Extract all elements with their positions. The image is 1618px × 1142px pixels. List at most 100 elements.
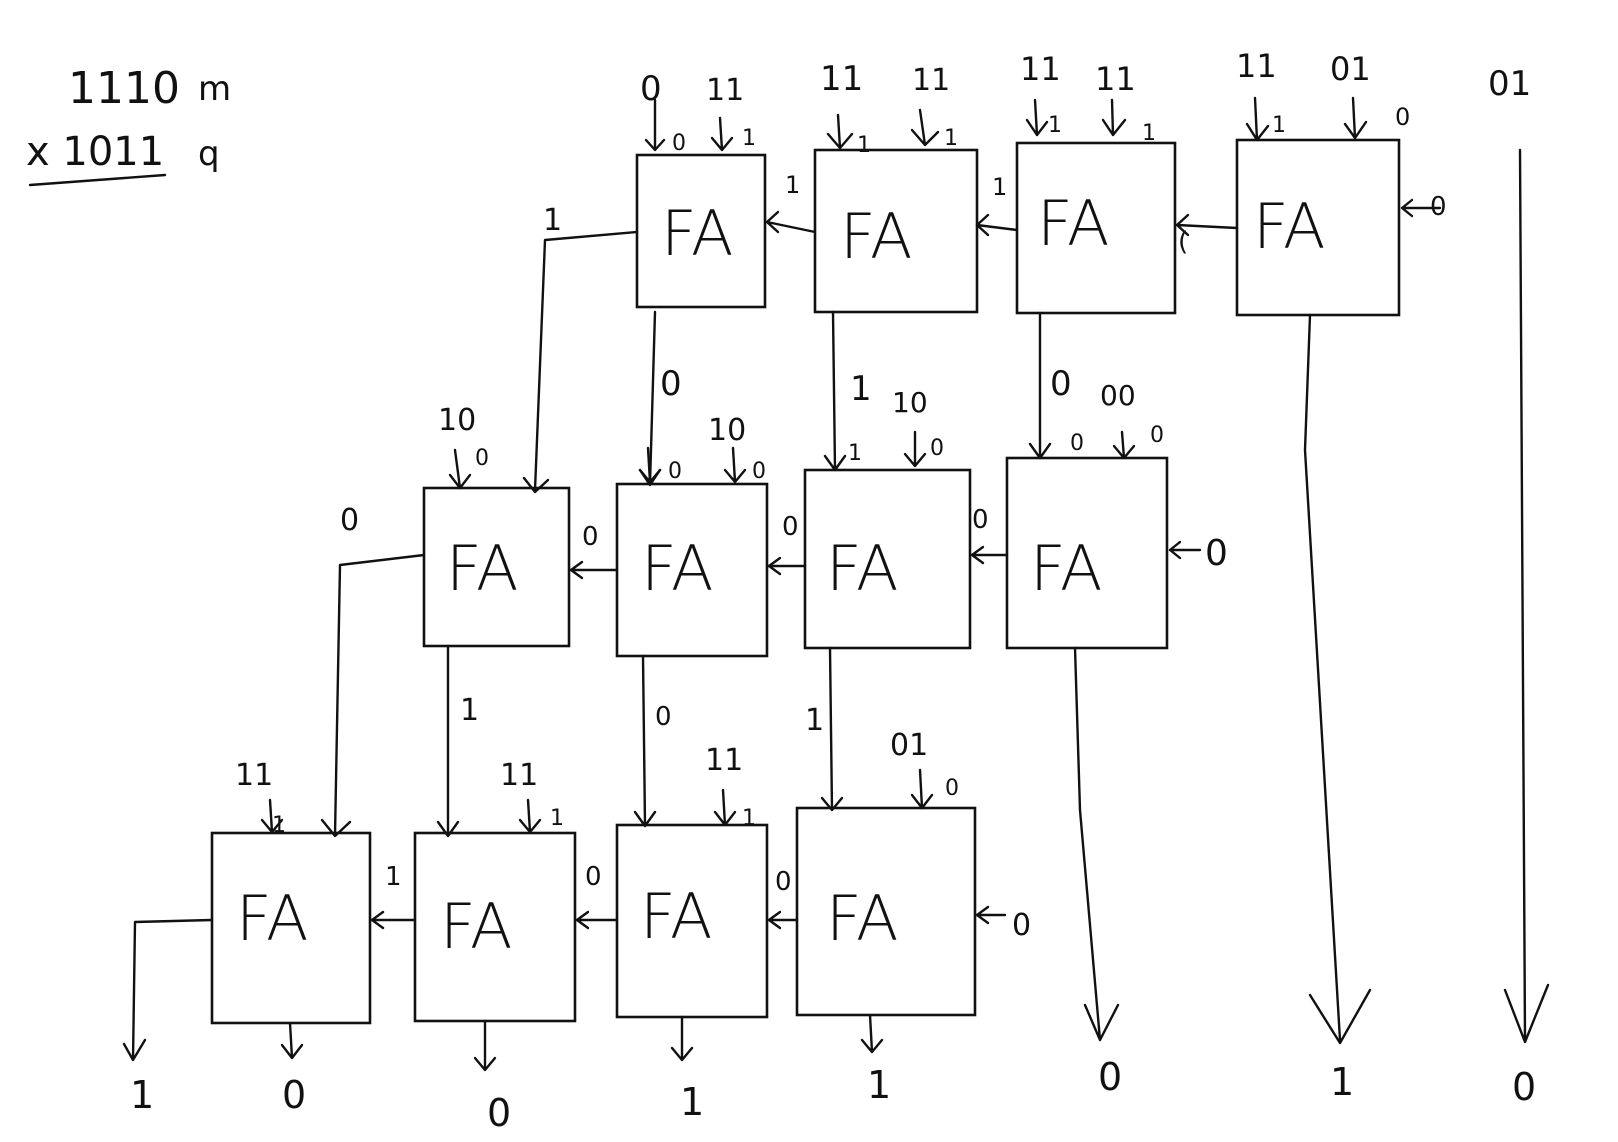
bit-label: 1 <box>1142 121 1156 146</box>
bit-label: 0 <box>475 446 489 471</box>
carry-label: 0 <box>582 522 599 552</box>
carry-label: 0 <box>585 862 602 892</box>
carry-label: 0 <box>1012 908 1031 943</box>
carry-arrow <box>575 910 619 930</box>
bit-label: 11 <box>235 758 273 793</box>
bit-label: 0 <box>945 776 959 801</box>
bit-label: 0 <box>668 459 682 484</box>
sum-label: 0 <box>660 364 682 404</box>
carry-label: 0 <box>1205 533 1228 574</box>
bit-label: 11 <box>1095 60 1136 98</box>
sum-wire <box>823 310 847 472</box>
carry-out-wire <box>320 553 426 838</box>
fa-label: FA <box>826 882 898 955</box>
multiplicand: 1110 <box>68 63 180 114</box>
bit-label: 0 <box>1395 103 1410 131</box>
bit-label: 0 <box>752 459 766 484</box>
wires <box>122 96 1550 1072</box>
input-arrow <box>260 798 284 834</box>
full-adder-labels: FA FA FA FA FA FA FA FA FA FA FA FA <box>236 187 1325 963</box>
carry-label: 0 <box>775 867 792 897</box>
full-adder-boxes <box>210 138 1401 1025</box>
input-arrow <box>903 430 927 468</box>
result-bit: 1 <box>130 1073 154 1117</box>
fa-box <box>635 153 767 309</box>
multiplicand-tag: m <box>198 69 231 109</box>
carry-arrow <box>767 556 807 576</box>
sum-wire <box>633 654 657 828</box>
bit-label: 10 <box>892 386 928 419</box>
input-arrow <box>1245 96 1270 142</box>
bit-label: 0 <box>640 69 662 109</box>
fa-label: FA <box>640 880 712 953</box>
result-bit: 1 <box>867 1063 891 1107</box>
fa-box <box>1015 141 1177 315</box>
carry-arrow <box>370 910 417 930</box>
fa-box <box>803 468 972 650</box>
fa-label: FA <box>440 890 512 963</box>
sum-label: 1 <box>850 369 872 409</box>
sum-label: 1 <box>460 693 479 728</box>
fa-label: FA <box>840 200 912 273</box>
input-arrow <box>826 113 854 150</box>
bit-label: 0 <box>1150 423 1164 448</box>
bit-label: 11 <box>1020 50 1061 88</box>
sum-wire <box>638 310 662 487</box>
bit-label: 1 <box>550 806 564 831</box>
bit-label: 0 <box>1070 431 1084 456</box>
carry-arrow <box>1400 198 1442 218</box>
fa-box <box>1235 138 1401 317</box>
bit-label: 10 <box>438 403 476 438</box>
carry-out-label: 1 <box>543 203 562 238</box>
fa-box <box>413 831 577 1023</box>
bit-label: 11 <box>705 743 743 778</box>
bit-label: 11 <box>1236 47 1277 85</box>
sum-label: 0 <box>655 702 672 732</box>
result-bit: 1 <box>1330 1060 1354 1104</box>
fa-label: FA <box>826 532 898 605</box>
carry-arrow <box>1168 540 1202 560</box>
carry-arrow <box>1175 213 1239 237</box>
bit-label: 10 <box>708 413 746 448</box>
bit-label: 1 <box>857 133 871 158</box>
bit-label: 1 <box>742 126 756 151</box>
carry-arrow <box>767 910 799 930</box>
fa-box <box>795 806 977 1017</box>
fa-box <box>615 823 769 1019</box>
sum-wire <box>473 1019 497 1072</box>
input-arrow <box>723 446 747 484</box>
carry-label: 1 <box>992 173 1007 201</box>
bit-label: 0 <box>672 131 686 156</box>
sum-wire <box>1073 646 1120 1042</box>
sum-wire <box>1303 313 1372 1045</box>
bit-label: 11 <box>820 59 863 99</box>
input-arrow <box>1343 96 1368 140</box>
carry-label: 0 <box>782 512 799 542</box>
input-arrow <box>518 798 542 834</box>
fa-box <box>422 486 571 648</box>
fa-label: FA <box>446 532 518 605</box>
carry-label: 1 <box>385 862 402 892</box>
input-arrow <box>1112 430 1136 460</box>
carry-arrow <box>970 545 1009 565</box>
carry-arrow <box>765 210 817 234</box>
multiplier: x 1011 <box>26 129 164 175</box>
multiplier-tag: q <box>198 134 220 174</box>
carry-label: 1 <box>785 171 800 199</box>
input-arrow <box>638 446 662 484</box>
passthrough-label: 01 <box>1488 64 1531 104</box>
passthrough-wire <box>1503 148 1550 1044</box>
bit-label: 1 <box>272 813 286 838</box>
sum-wire <box>1028 311 1052 460</box>
carry-arrow <box>569 560 619 580</box>
input-arrow <box>910 768 934 810</box>
sum-wire <box>670 1015 694 1062</box>
bit-label: 1 <box>848 441 862 466</box>
result-bit: 0 <box>282 1073 306 1117</box>
input-arrow <box>1101 98 1127 137</box>
fa-label: FA <box>1253 190 1325 263</box>
sum-wire <box>280 1021 304 1060</box>
input-arrow <box>713 788 737 827</box>
carry-out-label: 0 <box>340 503 359 538</box>
